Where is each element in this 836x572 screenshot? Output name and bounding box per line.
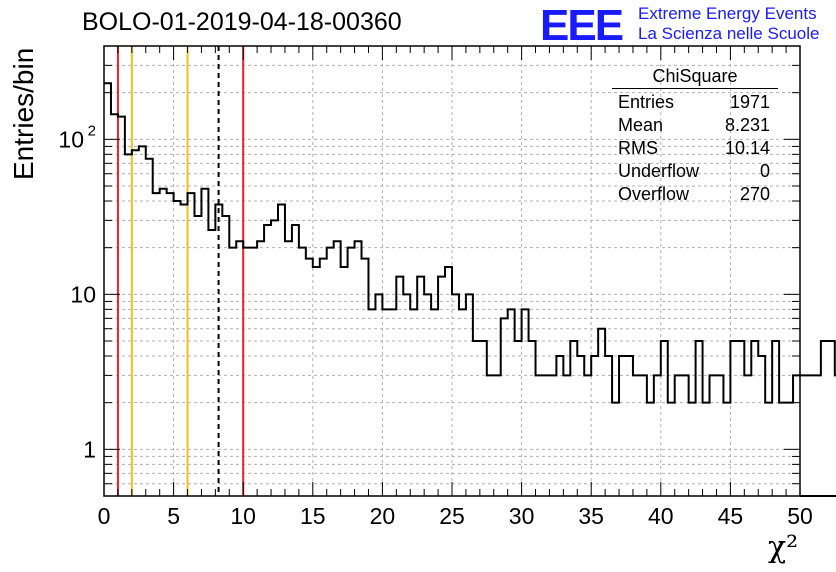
stats-title: ChiSquare: [612, 66, 778, 89]
x-tick-label: 20: [370, 503, 396, 529]
x-tick-label: 5: [167, 503, 180, 529]
x-tick-label: 30: [509, 503, 535, 529]
stats-row-underflow: Underflow 0: [612, 160, 778, 183]
stats-label: Underflow: [618, 161, 700, 181]
stats-value: 10.14: [724, 138, 770, 158]
logo-caption: Extreme Energy Events La Scienza nelle S…: [638, 4, 819, 44]
y-tick-label: 10: [70, 281, 96, 307]
stats-box: ChiSquare Entries 1971 Mean 8.231 RMS 10.14…: [612, 66, 778, 206]
stats-row-overflow: Overflow 270: [612, 183, 778, 206]
stats-row-mean: Mean 8.231: [612, 114, 778, 137]
stats-label: Mean: [618, 115, 664, 135]
stats-label: Entries: [618, 92, 675, 112]
x-tick-label: 50: [787, 503, 813, 529]
stats-value: 270: [739, 184, 770, 204]
histogram-line: [104, 82, 836, 497]
stats-row-entries: Entries 1971: [612, 91, 778, 114]
logo-line-1: Extreme Energy Events: [638, 4, 817, 23]
x-tick-label: 35: [578, 503, 604, 529]
x-tick-label: 15: [300, 503, 326, 529]
x-tick-label: 10: [230, 503, 256, 529]
x-axis-label: χ²: [768, 530, 799, 565]
logo-line-2: La Scienza nelle Scuole: [638, 24, 820, 43]
stats-value: 8.231: [724, 115, 770, 135]
stats-value: 0: [759, 161, 770, 181]
stats-label: RMS: [618, 138, 658, 158]
y-tick-label: 1: [83, 436, 96, 462]
x-tick-label: 40: [648, 503, 674, 529]
stats-row-rms: RMS 10.14: [612, 137, 778, 160]
y-tick-label: 10: [58, 126, 84, 152]
y-axis-label: Entries/bin: [8, 47, 39, 180]
y-tick-exponent: 2: [88, 122, 96, 139]
x-tick-label: 45: [718, 503, 744, 529]
eee-logo: EEE: [540, 1, 624, 50]
stats-label: Overflow: [618, 184, 690, 204]
stats-value: 1971: [729, 92, 770, 112]
x-tick-label: 0: [98, 503, 111, 529]
x-tick-label: 25: [439, 503, 465, 529]
histogram-title: BOLO-01-2019-04-18-00360: [82, 8, 402, 36]
